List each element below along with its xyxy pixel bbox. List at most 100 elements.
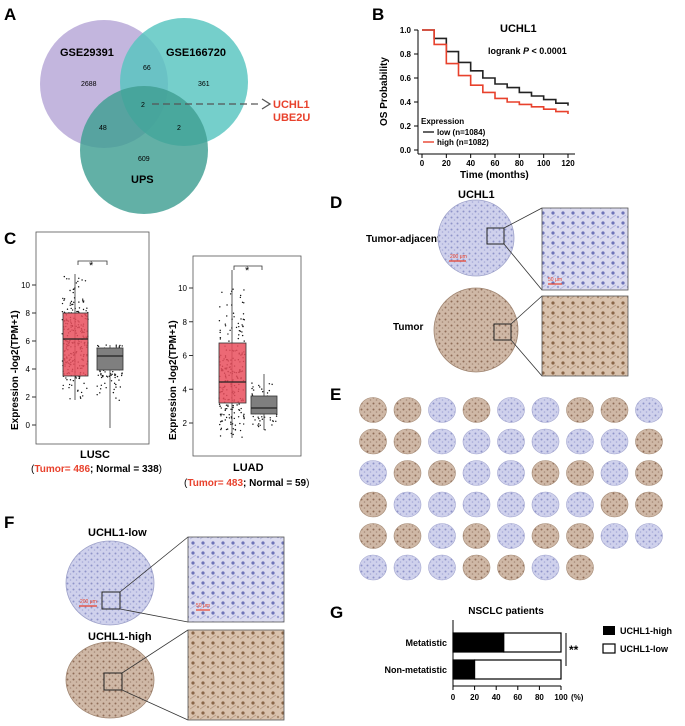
tma-core [428,554,456,581]
venn-gene-1: UCHL1 [273,99,310,111]
jitter-point [230,423,232,425]
tma-core [359,523,387,549]
jitter-point [68,278,70,280]
y-tick-label: 2 [26,393,31,402]
tma-core [359,460,387,486]
ihc-d-adjacent-core [437,199,515,277]
jitter-point [80,391,83,394]
y-tick-label: 2 [183,419,188,428]
tma-core [462,397,491,423]
venn-count-only2: 361 [198,81,210,88]
jitter-point [61,302,64,305]
jitter-point [243,302,245,304]
jitter-point [79,397,82,399]
jitter-point [228,340,230,342]
jitter-point [259,386,261,388]
jitter-point [219,329,221,332]
jitter-point [241,301,244,304]
jitter-point [257,416,259,418]
jitter-point [86,307,88,309]
y-tick-label: 8 [183,318,188,327]
jitter-point [227,333,229,335]
km-xtick-label: 100 [537,159,551,168]
km-xtick-label: 80 [515,159,524,168]
jitter-point [112,370,114,373]
tma-core [497,460,525,486]
jitter-point [66,278,68,280]
panel-label-f: F [4,513,14,532]
km-legend-title: Expression [421,117,464,126]
jitter-point [266,392,269,394]
jitter-point [115,344,117,346]
ihc-f-row1: UCHL1-low [88,527,147,539]
g-xtick-label: 80 [535,693,544,702]
km-xtick-label: 40 [466,159,475,168]
km-xtick-label: 20 [442,159,451,168]
jitter-point [79,396,82,398]
jitter-point [82,298,84,300]
venn-arrow-head [261,98,272,110]
y-tick-label: 10 [21,281,30,290]
g-categories: Metatistic Non-metatistic [384,638,447,675]
jitter-point [78,301,80,303]
g-bar-UCHL1-high [452,632,505,653]
ihc-f-row2: UCHL1-high [88,631,152,643]
g-xtick-label: 0 [451,693,456,702]
ihc-f-low-core [65,540,155,626]
tma-core [566,523,594,549]
tma-core [462,460,491,486]
km-ytick-label: 0.6 [400,74,412,83]
jitter-point [261,416,263,418]
jitter-point [238,325,240,328]
jitter-point [224,323,227,325]
jitter-point [75,282,78,284]
km-xtick-label: 60 [491,159,500,168]
jitter-point [224,409,226,412]
jitter-point [65,377,67,379]
panel-label-g: G [330,603,343,622]
km-ytick-label: 0.2 [400,122,412,131]
jitter-point [101,375,103,377]
jitter-point [234,424,237,426]
jitter-point [82,301,85,303]
tma-core [600,523,629,549]
tma-core [566,491,594,518]
jitter-point [268,383,271,385]
y-tick-label: 0 [26,421,31,430]
jitter-point [100,384,103,387]
jitter-point [258,417,260,420]
jitter-point [104,382,106,385]
km-ylabel: OS Probability [379,57,390,126]
km-ytick-label: 0.0 [400,146,412,155]
jitter-point [70,300,73,303]
tma-core [393,397,422,423]
ihc-f-scale-big: 200 μm [80,599,97,605]
luad-sig: * [245,265,250,277]
venn-count-s13: 48 [99,125,107,132]
stacked-bar-chart: NSCLC patients 0 20 40 60 80 100 (%) Metatisti… [384,606,672,702]
jitter-point [220,415,222,417]
jitter-point [100,374,102,376]
tma-core [428,460,456,486]
jitter-point [114,374,117,376]
jitter-point [238,330,241,332]
ihc-d-tumor-zoom [541,295,629,377]
tma-core [635,491,663,518]
y-tick-label: 6 [183,352,188,361]
jitter-point [269,417,271,419]
panel-label-d: D [330,193,342,212]
tma-core [635,428,663,455]
jitter-point [85,310,87,312]
km-ytick-label: 0.8 [400,50,412,59]
jitter-point [252,423,254,425]
jitter-point [72,303,74,306]
ihc-d-scale-big: 200 μm [450,254,467,260]
jitter-point [238,334,240,336]
km-y-ticks: 0.0 0.2 0.4 0.6 0.8 1.0 [400,26,418,155]
jitter-point [115,346,117,348]
jitter-point [251,382,253,384]
jitter-point [63,275,66,278]
tma-core [393,523,422,549]
jitter-point [219,306,221,308]
km-plot: UCHL1 logrank P < 0.0001 0.0 0.2 0.4 0.6 0.8… [379,23,575,181]
